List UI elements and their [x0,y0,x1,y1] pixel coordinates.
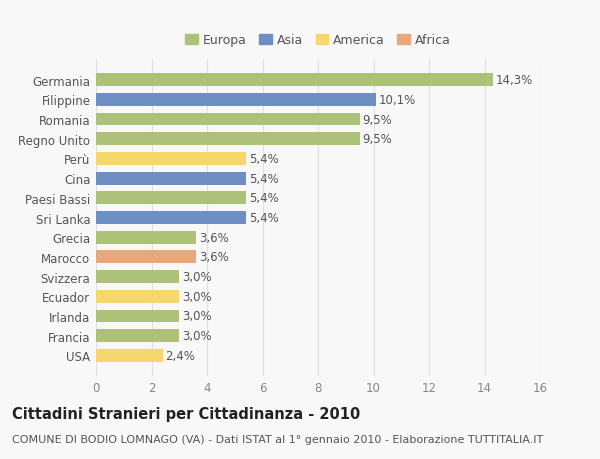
Bar [96,153,246,165]
Text: 5,4%: 5,4% [248,192,278,205]
Bar [96,212,246,224]
Bar [96,251,196,264]
Text: 3,0%: 3,0% [182,270,212,284]
Bar [96,172,246,185]
Bar [96,94,376,106]
Bar [96,192,246,205]
Bar [96,113,359,126]
Bar [96,330,179,342]
Text: 2,4%: 2,4% [166,349,195,362]
Bar [96,310,179,323]
Legend: Europa, Asia, America, Africa: Europa, Asia, America, Africa [185,34,451,47]
Text: 3,0%: 3,0% [182,290,212,303]
Text: Cittadini Stranieri per Cittadinanza - 2010: Cittadini Stranieri per Cittadinanza - 2… [12,406,360,421]
Text: 9,5%: 9,5% [362,113,392,126]
Text: 5,4%: 5,4% [248,172,278,185]
Bar [96,271,179,283]
Bar [96,74,493,87]
Text: COMUNE DI BODIO LOMNAGO (VA) - Dati ISTAT al 1° gennaio 2010 - Elaborazione TUTT: COMUNE DI BODIO LOMNAGO (VA) - Dati ISTA… [12,434,543,444]
Text: 5,4%: 5,4% [248,152,278,166]
Text: 3,0%: 3,0% [182,310,212,323]
Text: 14,3%: 14,3% [496,74,533,87]
Text: 3,6%: 3,6% [199,231,229,244]
Bar [96,349,163,362]
Text: 3,6%: 3,6% [199,251,229,264]
Text: 3,0%: 3,0% [182,330,212,342]
Bar [96,231,196,244]
Text: 5,4%: 5,4% [248,212,278,224]
Text: 9,5%: 9,5% [362,133,392,146]
Text: 10,1%: 10,1% [379,94,416,106]
Bar [96,290,179,303]
Bar [96,133,359,146]
